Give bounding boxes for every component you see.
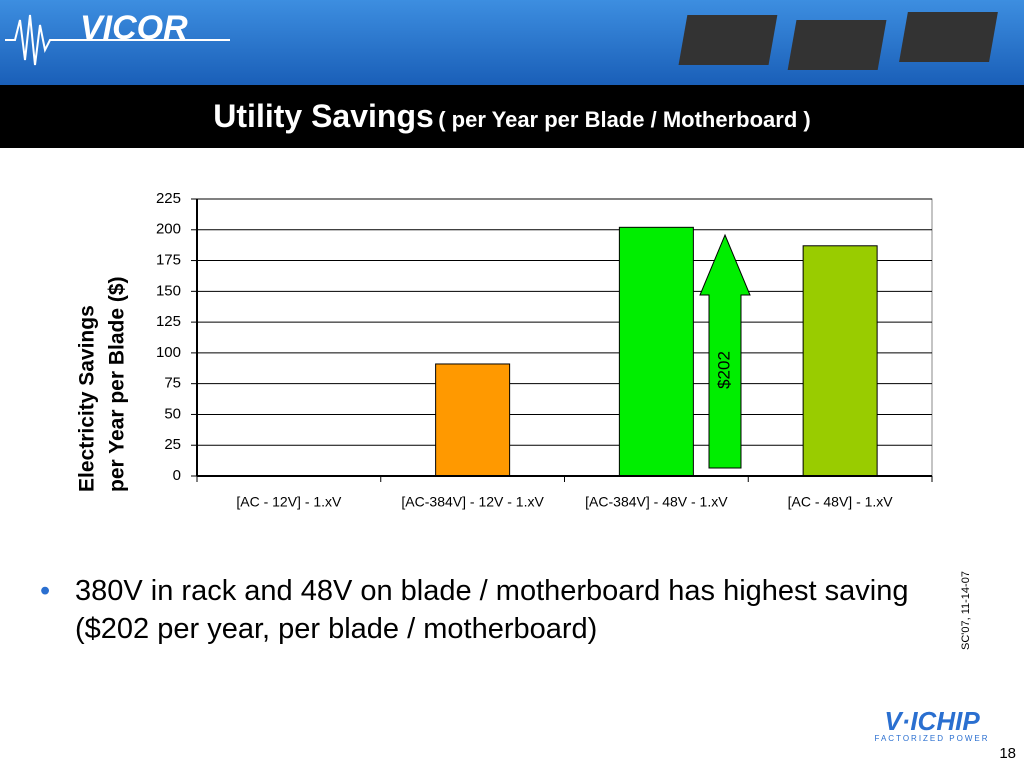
x-tick-label: [AC - 48V] - 1.xV bbox=[788, 494, 894, 510]
title-band: Utility Savings ( per Year per Blade / M… bbox=[0, 85, 1024, 148]
chip-image bbox=[899, 12, 998, 62]
x-tick-label: [AC-384V] - 48V - 1.xV bbox=[585, 494, 728, 510]
y-tick-label: 25 bbox=[164, 436, 181, 453]
y-tick-label: 0 bbox=[173, 467, 181, 484]
x-tick-label: [AC-384V] - 12V - 1.xV bbox=[401, 494, 544, 510]
y-tick-label: 75 bbox=[164, 375, 181, 392]
logo-wave bbox=[5, 14, 230, 66]
bullet-dot: • bbox=[40, 575, 51, 607]
header-graphics: VICOR bbox=[5, 9, 998, 70]
y-axis-label: Electricity Savings bbox=[76, 305, 99, 492]
annotation: $202 bbox=[714, 351, 733, 389]
side-note: SC'07, 11-14-07 bbox=[960, 571, 972, 650]
y-tick-label: 175 bbox=[156, 252, 181, 269]
bullet: • 380V in rack and 48V on blade / mother… bbox=[40, 572, 960, 648]
footer-tagline: FACTORIZED POWER bbox=[874, 734, 990, 743]
annotation-arrow bbox=[699, 233, 751, 469]
bar bbox=[618, 226, 694, 477]
chip-image bbox=[787, 20, 887, 70]
x-tick-label: [AC - 12V] - 1.xV bbox=[236, 494, 342, 510]
bullet-text: 380V in rack and 48V on blade / motherbo… bbox=[75, 575, 909, 645]
y-tick-label: 225 bbox=[156, 190, 181, 207]
y-tick-label: 200 bbox=[156, 221, 181, 238]
y-tick-label: 100 bbox=[156, 344, 181, 361]
y-tick-label: 125 bbox=[156, 313, 181, 330]
footer-logo: V·ICHIP bbox=[884, 706, 980, 736]
page-number: 18 bbox=[999, 745, 1016, 762]
bar bbox=[802, 245, 878, 477]
bar bbox=[435, 363, 511, 477]
title: Utility Savings bbox=[213, 98, 434, 134]
subtitle: ( per Year per Blade / Motherboard ) bbox=[438, 107, 811, 132]
chart: Electricity Savings per Year per Blade (… bbox=[76, 190, 933, 510]
logo: VICOR bbox=[80, 9, 188, 47]
chip-image bbox=[678, 15, 778, 65]
y-tick-label: 150 bbox=[156, 282, 181, 299]
y-tick-label: 50 bbox=[164, 405, 181, 422]
y-axis-label: per Year per Blade ($) bbox=[106, 276, 129, 492]
